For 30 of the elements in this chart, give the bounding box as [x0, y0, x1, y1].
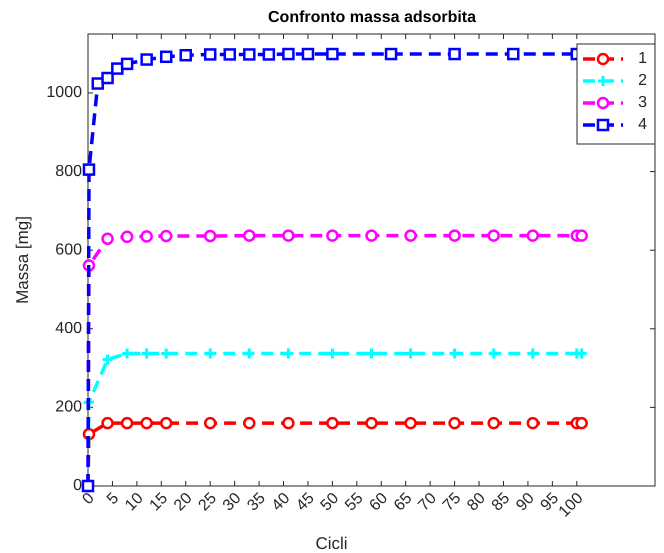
x-tick-label: 60	[366, 490, 392, 514]
x-tick-label: 15	[146, 490, 172, 514]
x-tick-label: 45	[293, 490, 318, 514]
x-tick-label: 70	[415, 490, 440, 514]
x-tick-label: 80	[464, 490, 489, 514]
legend-label: 3	[638, 94, 648, 112]
legend-label: 4	[638, 116, 648, 134]
y-tick-label: 1000	[46, 84, 82, 102]
legend-label: 1	[638, 50, 648, 68]
x-tick-label: 35	[244, 490, 269, 514]
x-tick-label: 65	[390, 490, 416, 514]
x-tick-label: 55	[342, 490, 367, 514]
x-tick-label: 30	[220, 490, 245, 514]
legend-label: 2	[638, 72, 648, 90]
y-axis-title: Massa [mg]	[13, 216, 32, 304]
y-tick-label: 200	[55, 398, 82, 416]
x-tick-label: 85	[488, 490, 514, 514]
x-axis-title: Cicli	[315, 534, 348, 553]
x-tick-label: 25	[195, 490, 220, 514]
x-tick-label: 20	[170, 490, 196, 514]
y-tick-label: 400	[55, 320, 82, 338]
x-tick-label: 40	[268, 490, 294, 514]
x-tick-label: 10	[122, 490, 147, 514]
x-tick-label: 90	[513, 490, 538, 514]
x-tick-label: 5	[104, 490, 122, 508]
x-tick-label: 75	[440, 490, 464, 514]
x-tick-label: 50	[318, 490, 342, 514]
y-tick-label: 600	[55, 241, 82, 258]
chart-title: Confronto massa adsorbita	[268, 9, 476, 26]
y-tick-label: 800	[55, 162, 82, 180]
